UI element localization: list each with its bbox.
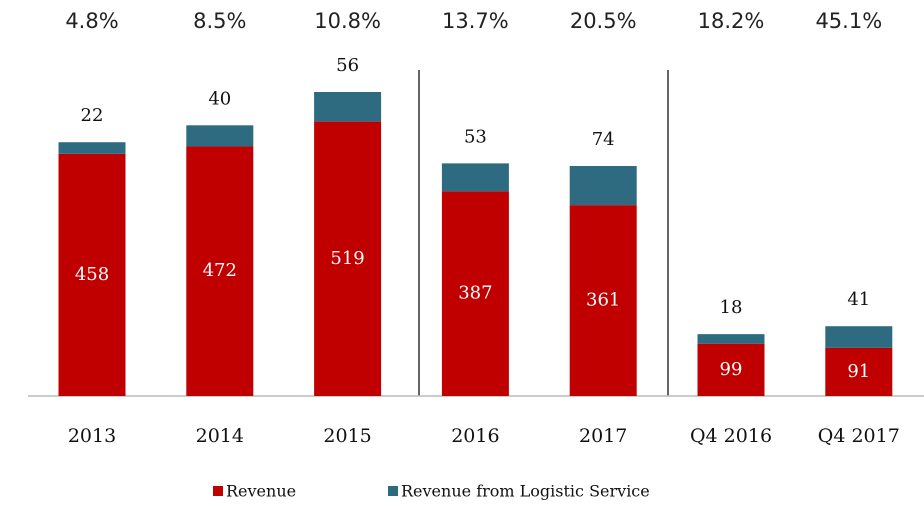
data-label: 53 bbox=[464, 126, 487, 147]
bar-segment bbox=[569, 205, 637, 396]
data-label: 74 bbox=[592, 129, 615, 150]
x-tick-label: Q4 2017 bbox=[818, 425, 900, 447]
x-tick-label: 2013 bbox=[68, 425, 116, 447]
data-label: 361 bbox=[586, 290, 620, 311]
data-label: 40 bbox=[208, 88, 231, 109]
bar-segment bbox=[186, 146, 254, 396]
bar-segment bbox=[441, 191, 509, 396]
annotation: 20.5% bbox=[570, 9, 637, 33]
annotation: 13.7% bbox=[442, 9, 509, 33]
data-label: 519 bbox=[330, 248, 364, 269]
annotation: 18.2% bbox=[698, 9, 765, 33]
bar-segment bbox=[697, 343, 765, 396]
x-tick-label: 2015 bbox=[323, 425, 371, 447]
bar-segment bbox=[58, 142, 126, 154]
data-label: 387 bbox=[458, 283, 492, 304]
bar-segment bbox=[825, 326, 893, 348]
data-label: 472 bbox=[203, 260, 237, 281]
legend-label: Revenue bbox=[226, 482, 296, 501]
x-tick-label: Q4 2016 bbox=[690, 425, 772, 447]
data-label: 91 bbox=[847, 361, 870, 382]
annotation: 45.1% bbox=[815, 9, 882, 33]
bar-segment bbox=[441, 163, 509, 192]
bar-segment bbox=[314, 121, 382, 396]
data-label: 41 bbox=[847, 289, 870, 310]
x-tick-label: 2016 bbox=[451, 425, 499, 447]
data-label: 458 bbox=[75, 264, 109, 285]
annotation: 10.8% bbox=[314, 9, 381, 33]
data-label: 99 bbox=[720, 359, 743, 380]
bar-segment bbox=[569, 166, 637, 206]
legend-swatch bbox=[388, 486, 398, 496]
bar-segment bbox=[314, 92, 382, 122]
bar-segment bbox=[697, 334, 765, 344]
annotation: 4.8% bbox=[65, 9, 118, 33]
x-tick-label: 2017 bbox=[579, 425, 627, 447]
annotation: 8.5% bbox=[193, 9, 246, 33]
data-label: 22 bbox=[81, 105, 104, 126]
data-label: 18 bbox=[720, 297, 743, 318]
data-label: 56 bbox=[336, 55, 359, 76]
legend-swatch bbox=[213, 486, 223, 496]
bar-segment bbox=[58, 153, 126, 396]
legend-label: Revenue from Logistic Service bbox=[401, 482, 650, 501]
bar-segment bbox=[186, 125, 254, 147]
x-tick-label: 2014 bbox=[196, 425, 244, 447]
bar-segment bbox=[825, 347, 893, 396]
